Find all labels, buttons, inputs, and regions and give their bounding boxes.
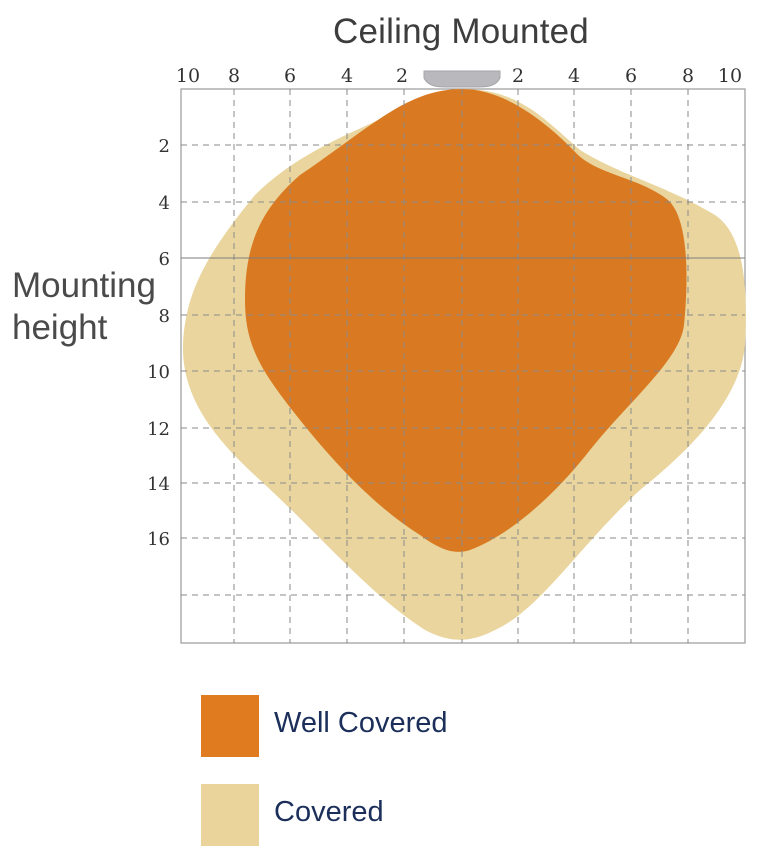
left-axis-tick-label: 8 <box>159 306 170 327</box>
top-axis-tick-label: 6 <box>625 65 637 87</box>
left-axis-tick-label: 16 <box>147 529 170 550</box>
well-covered-swatch <box>201 695 259 757</box>
left-axis-tick-label: 4 <box>159 193 170 214</box>
left-axis-labels: 2 4 6 8 10 12 14 16 <box>147 136 170 550</box>
top-axis-tick-label: 8 <box>228 65 240 87</box>
top-axis-tick-label: 2 <box>512 65 524 87</box>
coverage-diagram: 10 8 6 4 2 2 4 6 8 10 2 4 6 8 10 12 14 16 <box>147 65 746 644</box>
top-axis-tick-label: 10 <box>718 65 742 87</box>
legend-item-well-covered: Well Covered <box>201 695 501 759</box>
left-axis-tick-label: 14 <box>147 474 170 495</box>
side-label-line2: height <box>12 308 108 347</box>
grid-lines <box>181 89 745 643</box>
mounting-height-label: Mounting height <box>12 265 156 349</box>
left-axis-tick-label: 10 <box>147 362 170 383</box>
top-axis-tick-label: 6 <box>284 65 296 87</box>
left-axis-tick-label: 12 <box>147 419 170 440</box>
top-axis-tick-label: 2 <box>396 65 408 87</box>
legend-item-covered: Covered <box>201 784 501 848</box>
diagram-title: Ceiling Mounted <box>333 12 589 51</box>
covered-swatch <box>201 784 259 846</box>
top-axis-tick-label: 4 <box>341 65 353 87</box>
left-axis-tick-label: 2 <box>159 136 170 157</box>
top-axis-tick-label: 4 <box>568 65 580 87</box>
top-axis-labels: 10 8 6 4 2 2 4 6 8 10 <box>176 65 742 87</box>
well-covered-area <box>245 89 687 552</box>
top-axis-tick-label: 8 <box>682 65 694 87</box>
legend-label-well-covered: Well Covered <box>274 707 448 739</box>
top-axis-tick-label: 10 <box>176 65 200 87</box>
side-label-line1: Mounting <box>12 266 156 305</box>
ceiling-sensor-icon <box>423 70 501 88</box>
legend-label-covered: Covered <box>274 796 384 828</box>
left-axis-tick-label: 6 <box>159 249 170 270</box>
